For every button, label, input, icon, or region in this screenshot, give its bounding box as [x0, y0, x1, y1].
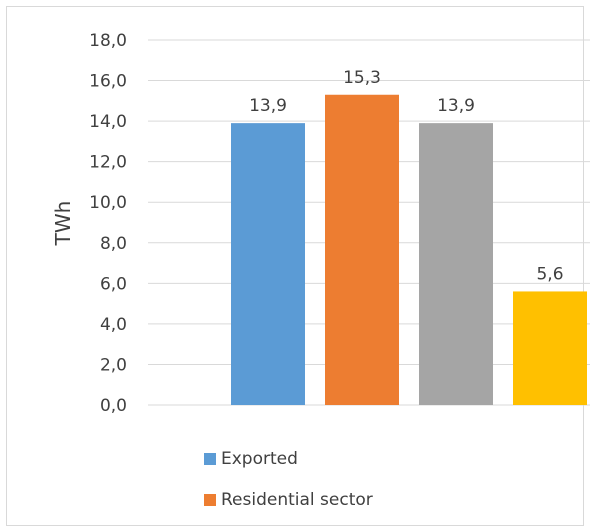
y-tick-label: 14,0 [89, 112, 127, 132]
bar [419, 123, 493, 405]
y-tick-labels: 0,0 2,0 4,0 6,0 8,0 10,0 12,0 14,0 16,0 18,0 [89, 31, 127, 416]
data-label: 13,9 [249, 96, 287, 116]
y-axis-label: TWh [51, 201, 75, 247]
bar [513, 291, 587, 405]
y-tick-label: 8,0 [100, 234, 127, 254]
y-tick-label: 6,0 [100, 274, 127, 294]
y-tick-label: 12,0 [89, 153, 127, 173]
data-label: 5,6 [536, 264, 563, 284]
legend-swatch [204, 453, 216, 465]
bar [325, 94, 399, 405]
y-tick-label: 10,0 [89, 193, 127, 213]
bar-chart: 0,0 2,0 4,0 6,0 8,0 10,0 12,0 14,0 16,0 18,0 13,9… [51, 31, 590, 416]
bars [231, 94, 587, 405]
y-tick-label: 4,0 [100, 315, 127, 335]
bar [231, 123, 305, 405]
legend-item-residential-sector: Residential sector [204, 490, 373, 510]
legend-item-exported: Exported [204, 449, 298, 469]
data-label: 15,3 [343, 68, 381, 88]
legend-label: Residential sector [221, 490, 373, 510]
y-tick-label: 2,0 [100, 355, 127, 375]
legend-swatch [204, 494, 216, 506]
y-tick-label: 16,0 [89, 72, 127, 92]
data-labels: 13,9 15,3 13,9 5,6 [249, 68, 563, 285]
y-tick-label: 0,0 [100, 396, 127, 416]
data-label: 13,9 [437, 96, 475, 116]
y-tick-label: 18,0 [89, 31, 127, 51]
legend-label: Exported [221, 449, 298, 469]
